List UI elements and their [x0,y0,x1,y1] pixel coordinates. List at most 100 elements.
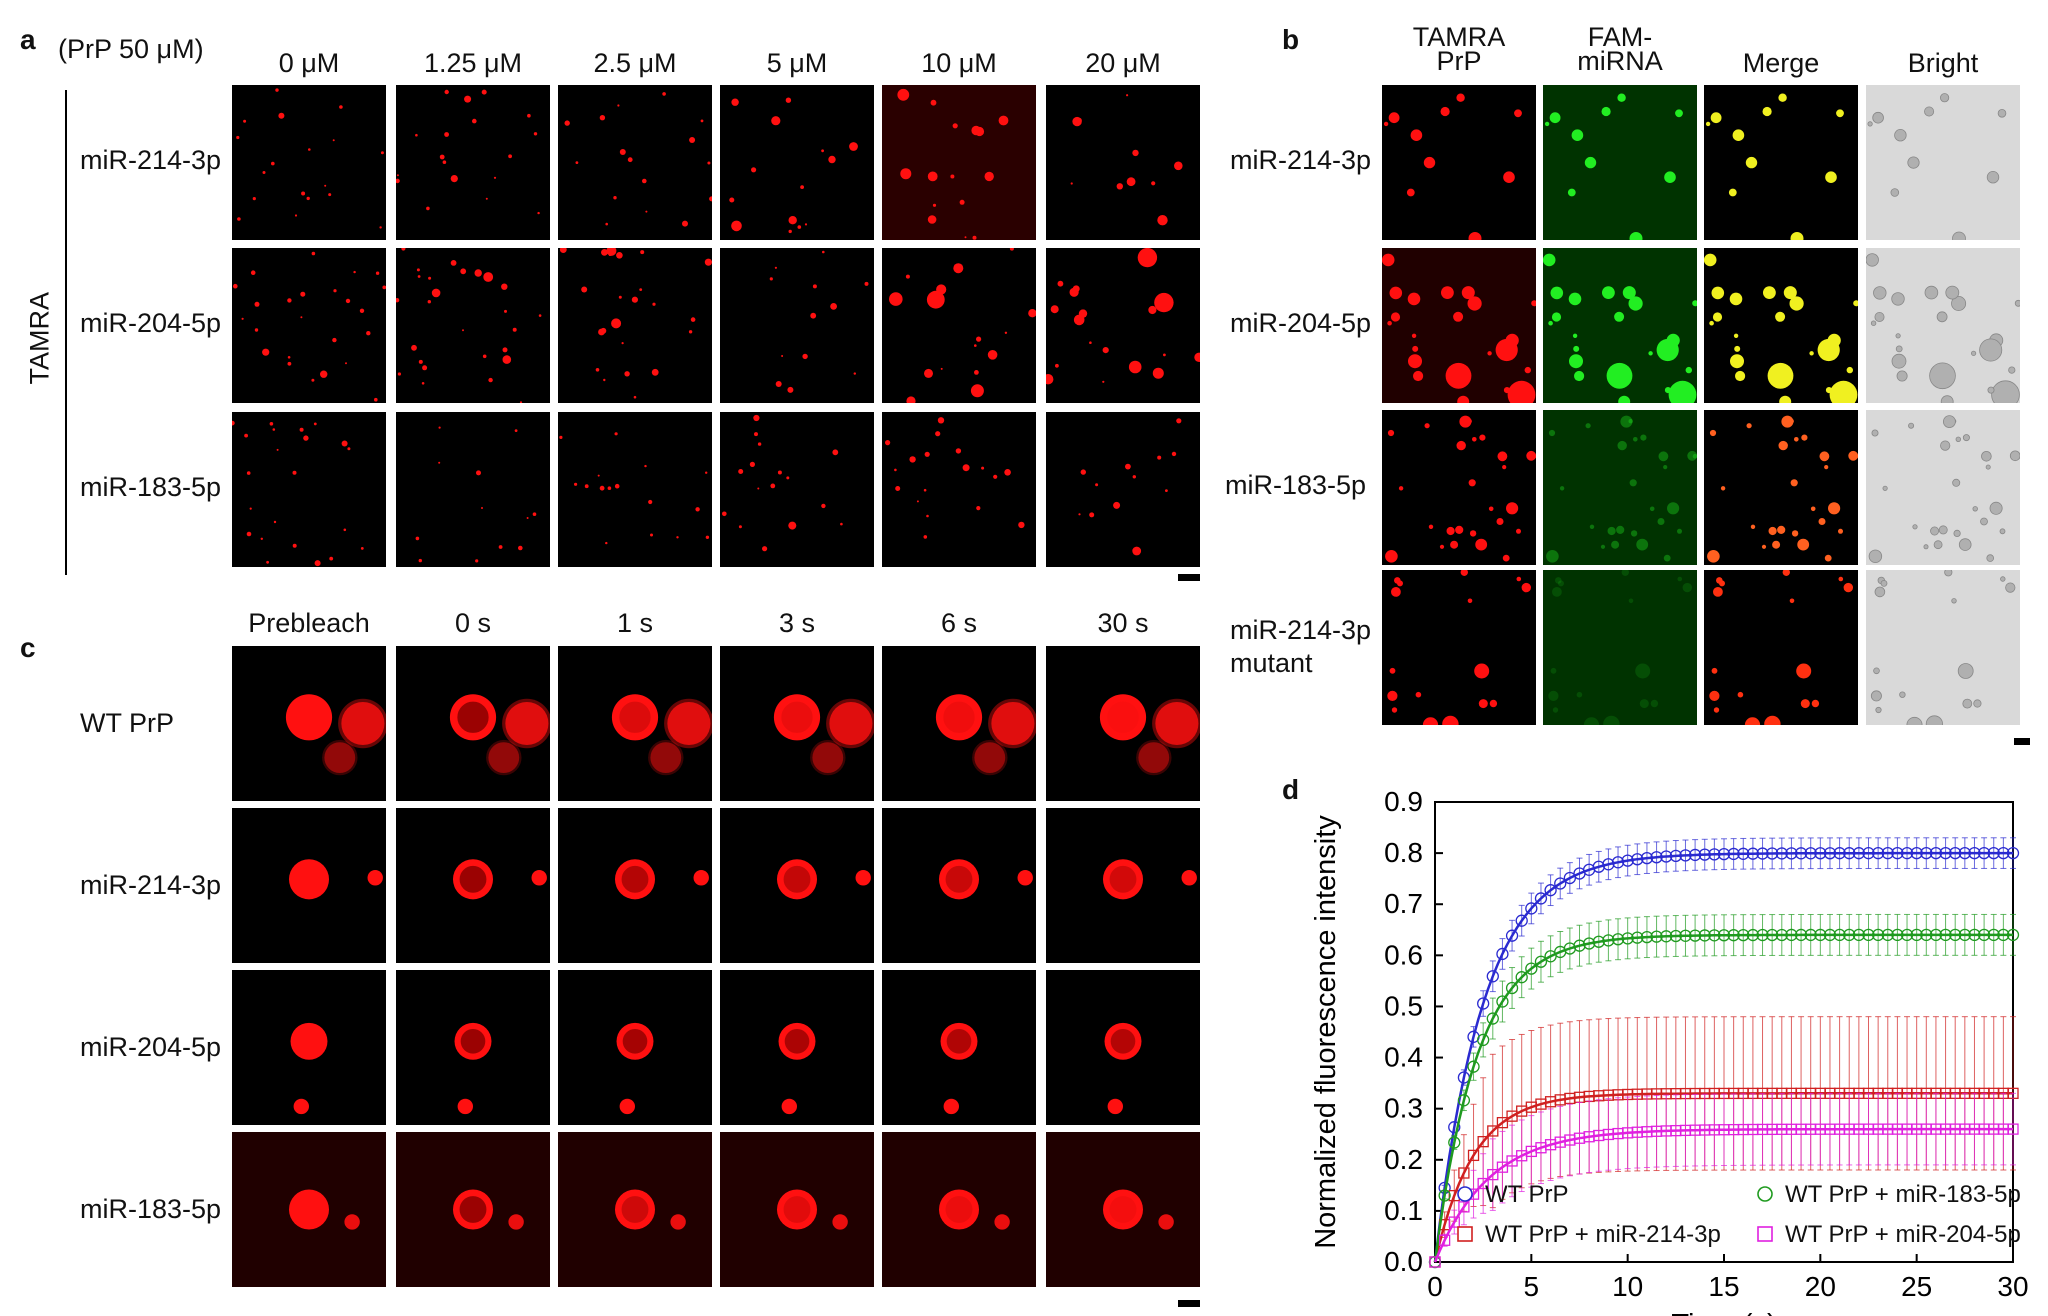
frap-image-tile [1046,970,1200,1125]
legend-marker [1757,1186,1773,1202]
data-point [1448,1136,1461,1149]
data-point [1833,847,1846,860]
data-point [1477,1033,1490,1047]
x-tick-label: 25 [1901,1271,1932,1302]
frap-image-tile [882,808,1036,963]
x-tick-label: 20 [1805,1271,1836,1302]
frap-image-tile [558,1132,712,1287]
data-point [1958,928,1971,942]
microscopy-image-tile [1382,85,1536,240]
data-point [2006,846,2020,860]
panel-a-column-header: 2.5 μM [593,48,677,78]
y-tick-label: 0.8 [1384,837,1423,868]
droplet-image-tile [720,85,874,240]
data-point [1679,929,1692,942]
data-point [1438,1189,1451,1202]
data-point [1862,928,1875,942]
data-point [1534,892,1548,905]
panel-b-column-header-line2: miRNA [1577,46,1663,76]
data-point [1631,853,1644,866]
data-point [1477,1177,1489,1190]
microscopy-image-tile [1704,248,1858,403]
data-point [1727,929,1740,942]
droplet-image-tile [558,85,712,240]
microscopy-image-tile [1543,248,1697,403]
series-group [1428,837,2020,1269]
data-point [1477,1136,1489,1148]
microscopy-image-tile [1382,570,1536,725]
data-point [1505,981,1519,995]
panel-c-row-label: miR-183-5p [80,1194,222,1224]
microscopy-image-tile [1382,248,1536,403]
data-point [1785,847,1798,860]
microscopy-image-tile [1866,570,2020,725]
frap-image-tile [882,1132,1036,1287]
y-tick-label: 0.0 [1384,1246,1423,1277]
panel-a-row-label: miR-214-3p [80,145,222,175]
panel-c-label: c [20,632,36,663]
data-point [1775,928,1788,942]
data-point [1688,929,1702,942]
microscopy-image-tile [1866,248,2020,403]
panel-b-label: b [1282,24,1300,55]
x-tick-label: 10 [1612,1271,1643,1302]
y-axis-label: Normalized fluorescence intensity [1310,815,1342,1249]
data-point [1505,929,1519,942]
frap-image-tile [882,646,1036,801]
fit-line [1433,1127,2013,1263]
data-point [1833,928,1846,942]
microscopy-image-tile [1704,410,1858,565]
y-tick-label: 0.9 [1384,786,1423,817]
y-tick-label: 0.6 [1384,939,1423,970]
data-point [1958,846,1971,860]
data-point [1900,846,1914,860]
panel-b-column-header-line1: FAM- [1587,22,1653,52]
x-tick-label: 5 [1524,1271,1540,1302]
data-point [2006,928,2020,942]
data-point [1708,929,1721,942]
frap-image-tile [720,646,874,801]
panel-b-column-header-line1: Merge [1742,48,1820,78]
x-axis-label: Time (s) [1671,1309,1776,1316]
data-point [1871,928,1885,942]
panel-a-scale-bar [1178,574,1200,581]
data-point [1679,849,1692,862]
data-point [1621,932,1634,945]
data-point [1900,928,1914,942]
droplet-image-tile [396,85,550,240]
panel-a-row-label: miR-183-5p [80,472,222,502]
panel-b-row-label-line1: miR-214-3p [1230,615,1372,645]
data-point [1496,1161,1509,1173]
legend-label: WT PrP [1485,1181,1569,1208]
legend-label: WT PrP + miR-183-5p [1785,1181,2021,1208]
data-point [1939,846,1952,860]
panel-c-column-header: 6 s [940,608,978,638]
data-point [1862,847,1875,860]
data-point [1920,928,1933,942]
frap-image-tile [1046,646,1200,801]
panel-a-column-header: 1.25 μM [423,48,523,78]
data-point [1968,928,1981,942]
data-point [1650,930,1663,943]
y-tick-label: 0.3 [1384,1093,1423,1124]
data-point [1823,847,1837,860]
data-point [1496,947,1509,961]
data-point [1881,928,1894,942]
frap-image-tile [232,646,386,801]
panel-c-column-header: 1 s [616,608,654,638]
data-point [1496,1116,1509,1129]
microscopy-image-tile [1866,85,2020,240]
data-point [1929,846,1943,860]
data-point [1525,902,1538,915]
panel-a-condition: (PrP 50 μM) [58,34,204,64]
data-point [1766,928,1779,942]
microscopy-image-tile [1543,570,1697,725]
data-point [1602,858,1615,871]
data-point [1756,928,1769,942]
y-tick-label: 0.1 [1384,1195,1423,1226]
frap-image-tile [720,1132,874,1287]
data-point [1487,1168,1499,1181]
microscopy-image-tile [1866,410,2020,565]
data-point [1611,933,1625,946]
frap-image-tile [1046,808,1200,963]
